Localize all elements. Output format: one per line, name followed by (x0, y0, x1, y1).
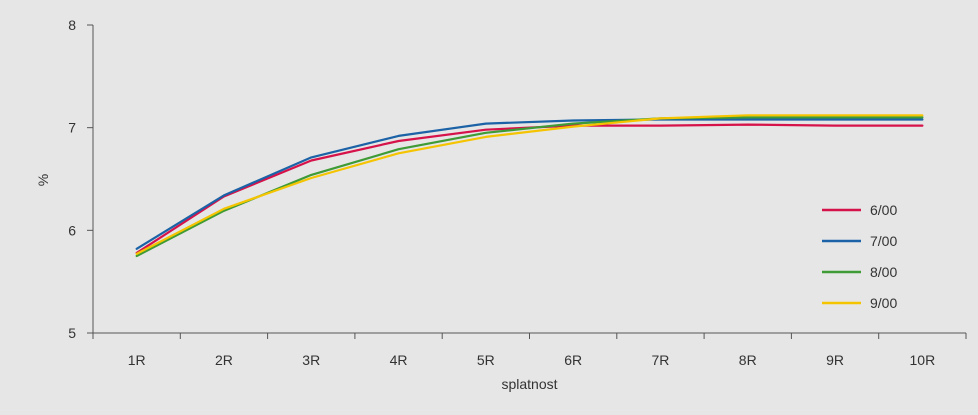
x-tick-label: 4R (390, 352, 408, 368)
x-tick-label: 9R (826, 352, 844, 368)
series-line-7-00 (135, 118, 924, 250)
x-tick-label: 7R (651, 352, 669, 368)
y-tick-label: 6 (68, 222, 76, 238)
x-tick-label: 8R (739, 352, 757, 368)
y-tick-label: 7 (68, 120, 76, 136)
y-tick-label: 5 (68, 325, 76, 341)
y-tick-label: 8 (68, 17, 76, 33)
x-tick-label: 5R (477, 352, 495, 368)
legend-label: 6/00 (870, 202, 897, 218)
x-tick-label: 3R (302, 352, 320, 368)
legend: 6/00 7/00 8/00 9/00 (822, 202, 897, 311)
x-tick-label: 10R (910, 352, 936, 368)
y-axis-label: % (35, 174, 51, 186)
x-tick-label: 1R (128, 352, 146, 368)
legend-label: 8/00 (870, 264, 897, 280)
series-line-8-00 (135, 116, 924, 258)
legend-label: 9/00 (870, 295, 897, 311)
series-lines (135, 114, 924, 258)
x-tick-label: 6R (564, 352, 582, 368)
series-line-9-00 (135, 114, 924, 255)
x-axis-label: splatnost (501, 376, 557, 392)
series-line-6-00 (135, 123, 924, 254)
x-tick-label: 2R (215, 352, 233, 368)
legend-label: 7/00 (870, 233, 897, 249)
axes: 5 6 7 8 1R 2R 3R 4R 5R 6R 7R 8R 9R 10R (68, 17, 967, 368)
